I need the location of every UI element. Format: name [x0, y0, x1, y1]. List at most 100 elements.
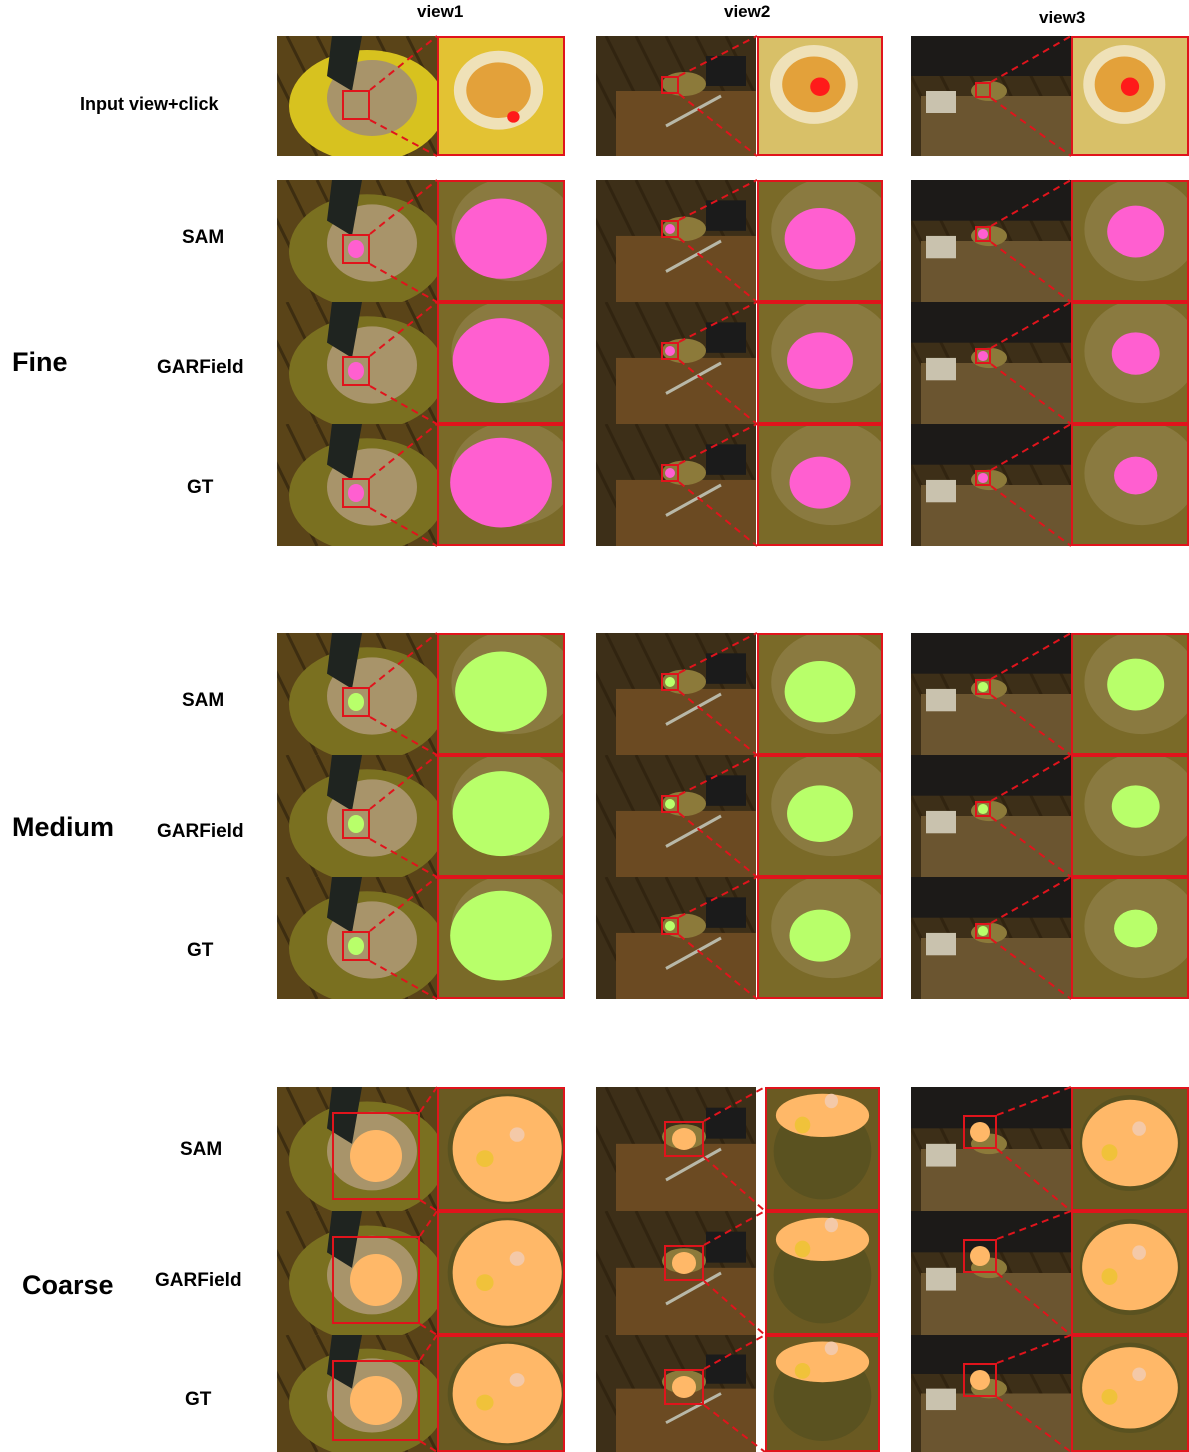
thumbnail-medium-sam-view2 [596, 633, 756, 755]
thumbnail-medium-garfield-view3 [911, 755, 1071, 877]
thumbnail-coarse-garfield-view3 [911, 1211, 1071, 1335]
click-point-marker [507, 111, 520, 123]
zoomed-view [1073, 757, 1187, 875]
zoomed-view [1073, 304, 1187, 422]
thumbnail-fine-sam-view3 [911, 180, 1071, 302]
row-label-coarse-sam: SAM [180, 1139, 223, 1160]
segmentation-mask [1082, 1099, 1178, 1187]
thumbnail-medium-sam-view3 [911, 633, 1071, 755]
zoomed-view [1073, 1337, 1187, 1450]
zoomed-view [1073, 1213, 1187, 1333]
scene-image [596, 755, 756, 877]
thumbnail-mask [349, 1376, 403, 1425]
zoom-panel-fine-gt-view2 [757, 424, 883, 546]
zoom-panel-medium-sam-view1 [437, 633, 565, 755]
segmentation-mask [455, 651, 547, 732]
zoomed-view [1073, 182, 1187, 300]
segmentation-mask [784, 660, 856, 723]
zoom-panel-input-view2 [757, 36, 883, 156]
thumbnail-fine-gt-view3 [911, 424, 1071, 546]
segmentation-mask [784, 207, 856, 270]
highlight-box [332, 1112, 420, 1200]
highlight-box [661, 795, 679, 813]
zoomed-view [759, 38, 881, 154]
segmentation-mask [1082, 1223, 1178, 1311]
highlight-box [975, 679, 991, 695]
zoom-panel-coarse-sam-view1 [437, 1087, 565, 1211]
thumbnail-input-view2 [596, 36, 756, 156]
segmentation-mask [789, 909, 851, 962]
zoom-panel-medium-garfield-view3 [1071, 755, 1189, 877]
highlight-box [661, 673, 679, 691]
thumbnail-coarse-sam-view3 [911, 1087, 1071, 1211]
thumbnail-mask [664, 920, 676, 932]
highlight-box [963, 1115, 997, 1149]
row-label-coarse-gt: GT [185, 1389, 212, 1410]
zoomed-view [1073, 1089, 1187, 1209]
highlight-box [342, 478, 370, 508]
segmentation-mask [450, 437, 552, 528]
scene-image [596, 302, 756, 424]
zoomed-view [759, 635, 881, 753]
scene-image [596, 877, 756, 999]
zoom-panel-input-view3 [1071, 36, 1189, 156]
segmentation-mask [787, 332, 853, 389]
segmentation-mask [452, 1343, 562, 1444]
zoomed-view [759, 426, 881, 544]
click-point-marker [810, 77, 830, 96]
thumbnail-mask [978, 804, 988, 814]
thumbnail-fine-garfield-view2 [596, 302, 756, 424]
zoom-panel-medium-sam-view2 [757, 633, 883, 755]
thumbnail-medium-gt-view2 [596, 877, 756, 999]
segmentation-mask [1107, 658, 1165, 711]
highlight-box [332, 1236, 420, 1324]
thumbnail-mask [969, 1245, 991, 1267]
row-label-fine-gt: GT [187, 477, 214, 498]
thumbnail-medium-garfield-view2 [596, 755, 756, 877]
segmentation-mask [787, 785, 853, 842]
zoom-panel-medium-sam-view3 [1071, 633, 1189, 755]
highlight-box [975, 923, 991, 939]
row-label-medium-garfield: GARField [157, 821, 244, 842]
zoomed-view [1073, 879, 1187, 997]
column-header-view3: view3 [1039, 8, 1086, 27]
zoom-panel-coarse-garfield-view2 [765, 1211, 880, 1335]
highlight-box [342, 931, 370, 961]
scene-image [911, 1211, 1071, 1335]
click-point-marker [1120, 77, 1140, 96]
segmentation-mask [452, 1220, 562, 1326]
highlight-box [661, 342, 679, 360]
zoomed-view [439, 879, 563, 997]
zoomed-view [759, 304, 881, 422]
segmentation-mask [789, 456, 851, 509]
thumbnail-mask [664, 467, 676, 479]
thumbnail-fine-garfield-view3 [911, 302, 1071, 424]
zoomed-view [439, 757, 563, 875]
thumbnail-mask [978, 351, 988, 361]
highlight-box [975, 801, 991, 817]
zoomed-view [767, 1213, 878, 1333]
scene-image [596, 424, 756, 546]
segmentation-mask [1082, 1347, 1178, 1429]
thumbnail-mask [672, 1128, 696, 1150]
thumbnail-mask [978, 473, 988, 483]
zoom-panel-coarse-sam-view2 [765, 1087, 880, 1211]
row-label-fine-garfield: GARField [157, 357, 244, 378]
thumbnail-mask [978, 926, 988, 936]
thumbnail-mask [978, 229, 988, 239]
segmentation-mask [452, 1096, 562, 1202]
segmentation-mask [775, 1093, 870, 1137]
row-label-medium-sam: SAM [182, 690, 225, 711]
zoom-panel-fine-sam-view3 [1071, 180, 1189, 302]
thumbnail-fine-sam-view2 [596, 180, 756, 302]
highlight-box [963, 1239, 997, 1273]
scene-image [911, 877, 1071, 999]
segmentation-mask [1107, 205, 1165, 258]
thumbnail-mask [969, 1121, 991, 1143]
group-label-medium: Medium [12, 812, 115, 842]
thumbnail-fine-gt-view2 [596, 424, 756, 546]
scene-image [911, 302, 1071, 424]
zoomed-view [439, 635, 563, 753]
zoomed-view [439, 1337, 563, 1450]
thumbnail-mask [347, 362, 365, 380]
